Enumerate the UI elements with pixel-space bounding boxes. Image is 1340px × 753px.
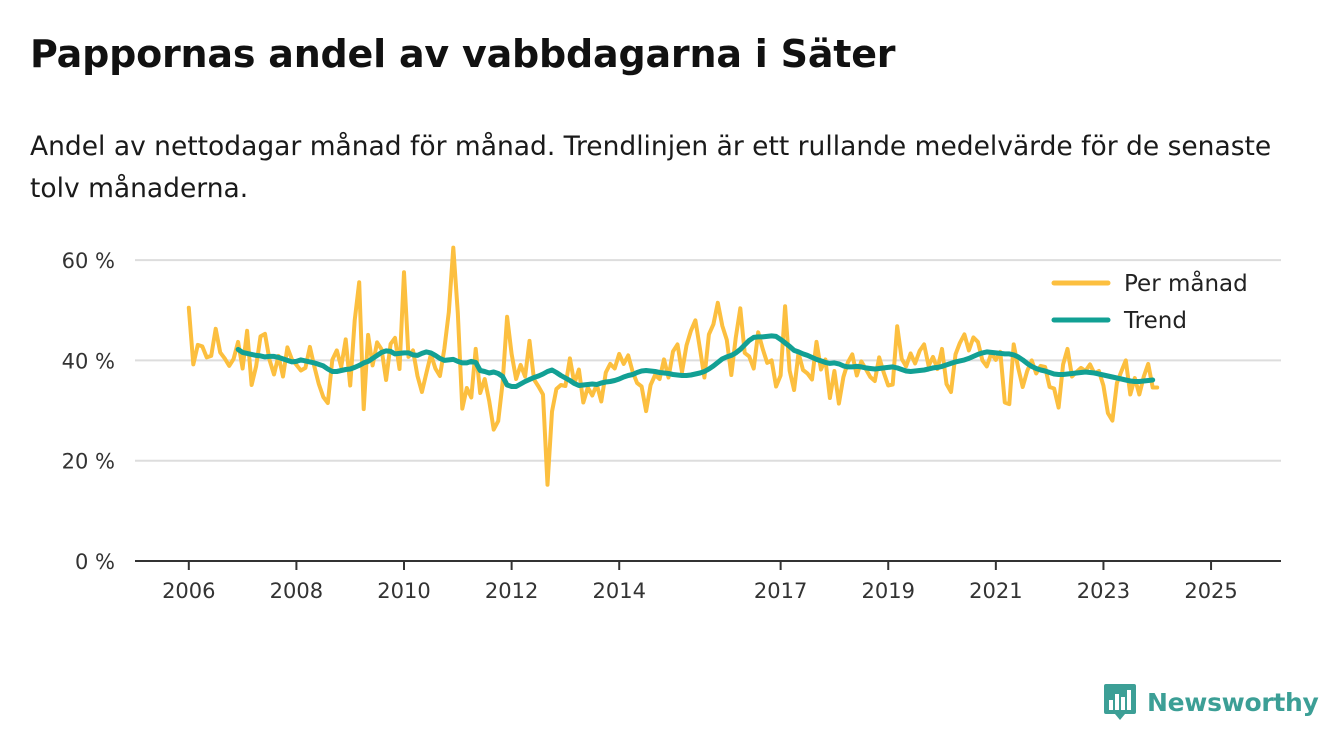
x-tick-label: 2021: [969, 579, 1022, 603]
x-tick-label: 2006: [162, 579, 215, 603]
y-tick-label: 20 %: [62, 450, 115, 474]
x-tick-label: 2008: [270, 579, 323, 603]
y-tick-label: 60 %: [62, 249, 115, 273]
newsworthy-logo: Newsworthy: [1103, 682, 1319, 722]
x-tick-label: 2014: [592, 579, 645, 603]
chart-title: Pappornas andel av vabbdagarna i Säter: [30, 32, 896, 76]
legend: Per månad Trend: [1044, 266, 1276, 342]
x-tick-label: 2012: [485, 579, 538, 603]
x-tick-label: 2025: [1184, 579, 1237, 603]
y-axis-tick-labels: 0 % 20 % 40 % 60 %: [62, 249, 115, 574]
series-line-per-manad: [186, 245, 1160, 487]
series-lines: [186, 245, 1160, 487]
x-tick-label: 2023: [1077, 579, 1130, 603]
x-tick-label: 2010: [377, 579, 430, 603]
legend-label-trend: Trend: [1123, 308, 1187, 334]
x-tick-label: 2017: [754, 579, 807, 603]
chart-subtitle: Andel av nettodagar månad för månad. Tre…: [30, 131, 1272, 204]
y-tick-label: 40 %: [62, 349, 115, 373]
y-tick-label: 0 %: [75, 550, 115, 574]
bar-chart-speech-bubble-icon: [1104, 684, 1136, 720]
legend-background: [1044, 266, 1276, 342]
series-line-trend: [235, 333, 1156, 389]
x-tick-label: 2019: [862, 579, 915, 603]
x-axis: 2006 2008 2010 2012 2014 2017 2019 2021 2023 2025: [135, 560, 1281, 603]
brand-name: Newsworthy: [1147, 687, 1319, 717]
legend-label-per-manad: Per månad: [1124, 269, 1248, 297]
